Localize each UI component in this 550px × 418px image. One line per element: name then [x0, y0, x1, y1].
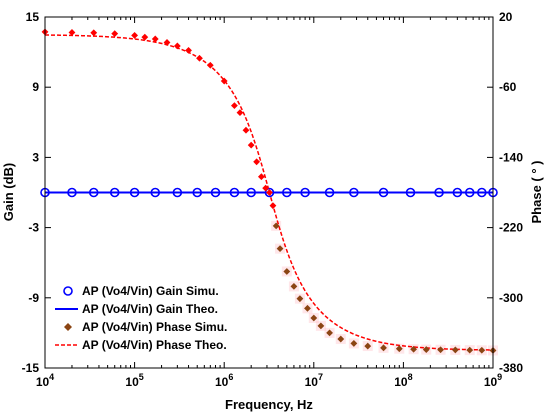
- phase-simu-point: [253, 158, 261, 166]
- y-right-tick-label: 20: [499, 10, 513, 24]
- gain-simu-point: [405, 187, 416, 198]
- gain-simu-point: [300, 187, 310, 198]
- phase-simu-point: [326, 329, 333, 337]
- y-left-tick-label: -9: [28, 291, 39, 305]
- phase-simu-point: [364, 342, 372, 350]
- phase-simu-point: [68, 29, 76, 36]
- x-tick-label: 108: [394, 372, 412, 389]
- phase-simu-point: [131, 32, 138, 39]
- phase-simu-point: [380, 344, 387, 352]
- x-tick-label: 106: [215, 372, 233, 389]
- phase-simu-point: [478, 346, 486, 354]
- gain-simu-point: [452, 187, 463, 198]
- phase-simu-point: [163, 39, 171, 46]
- phase-simu-point: [266, 189, 273, 196]
- y-left-tick-label: 15: [26, 10, 40, 24]
- x-tick-label: 107: [305, 372, 323, 389]
- gain-simu-point: [150, 187, 161, 198]
- phase-simu-point: [151, 35, 159, 43]
- phase-simu-point: [283, 268, 291, 275]
- gain-simu-point: [210, 187, 221, 198]
- phase-simu-point: [310, 314, 318, 322]
- phase-simu-point: [247, 141, 255, 149]
- phase-simu-point: [262, 184, 270, 192]
- y-right-tick-label: -60: [499, 80, 517, 94]
- phase-theory-line: [44, 34, 494, 351]
- y-left-tick-label: -15: [22, 361, 40, 375]
- phase-simu-point: [185, 46, 192, 54]
- phase-simu-point: [141, 33, 149, 41]
- phase-simu-point: [395, 345, 403, 353]
- x-axis-title: Frequency, Hz: [225, 397, 313, 412]
- gain-simu-point: [282, 187, 292, 198]
- phase-simu-point: [242, 126, 250, 134]
- phase-simu-point: [422, 346, 430, 353]
- gain-simu-point: [464, 187, 475, 198]
- gain-simu-point: [378, 187, 389, 198]
- phase-simu-point: [196, 54, 203, 62]
- gain-simu-point: [229, 187, 240, 198]
- phase-simu-point: [290, 282, 298, 290]
- x-tick-label: 105: [125, 372, 143, 389]
- gain-simu-point: [192, 187, 203, 198]
- gain-simu-point: [264, 187, 275, 198]
- legend-entry-phase-theo: AP (Vo4/Vin) Phase Theo.: [82, 338, 227, 352]
- phase-simu-point: [437, 346, 444, 354]
- phase-simu-point: [173, 42, 181, 50]
- y-axis-title-left: Gain (dB): [1, 163, 16, 222]
- phase-simu-point: [206, 61, 214, 69]
- phase-simu-point: [220, 77, 228, 85]
- phase-simu-point: [90, 29, 98, 37]
- phase-simu-point: [269, 202, 277, 210]
- plot-frame: [44, 16, 494, 369]
- y-right-tick-label: -220: [499, 221, 523, 235]
- gain-simu-point: [246, 187, 256, 198]
- phase-simu-point: [451, 346, 459, 354]
- x-tick-label: 104: [36, 372, 54, 389]
- legend-symbol-gain-simu: [63, 286, 73, 296]
- phase-simu-point: [236, 109, 244, 117]
- phase-simu-point: [337, 335, 345, 343]
- legend-entry-phase-simu: AP (Vo4/Vin) Phase Simu.: [82, 320, 227, 334]
- gain-simu-point: [129, 187, 140, 198]
- y-axis-title-right: Phase ( ° ): [529, 161, 544, 224]
- gain-simu-point: [67, 187, 77, 198]
- phase-simu-point: [272, 222, 280, 230]
- legend-entry-gain-simu: AP (Vo4/Vin) Gain Simu.: [82, 284, 219, 298]
- phase-simu-point: [304, 304, 311, 312]
- gain-simu-point: [349, 187, 359, 198]
- gain-simu-point: [172, 187, 183, 198]
- phase-simu-point: [350, 340, 358, 347]
- phase-simu-point: [410, 345, 418, 353]
- legend-symbol-phase-simu: [64, 323, 72, 331]
- gain-simu-point: [324, 187, 335, 198]
- y-left-tick-label: -3: [28, 221, 39, 235]
- phase-simu-point: [466, 346, 474, 354]
- phase-simu-point: [111, 30, 119, 38]
- tick-layer: 104 105 106 107 108 109 15 9 3 -3 -9 -15 20 -60 -140 -2…: [22, 10, 524, 389]
- y-right-tick-label: -140: [499, 150, 523, 164]
- legend: AP (Vo4/Vin) Gain Simu. AP (Vo4/Vin) Gai…: [55, 284, 227, 352]
- phase-simu-point: [231, 102, 238, 110]
- y-left-tick-label: 3: [32, 150, 39, 164]
- gain-simu-point: [477, 187, 487, 198]
- phase-simu-point: [317, 322, 325, 330]
- y-right-tick-label: -380: [499, 361, 523, 375]
- gain-simu-point: [109, 187, 120, 198]
- phase-simu-point: [296, 295, 304, 303]
- phase-simu-point: [257, 173, 265, 181]
- gain-simu-point: [434, 187, 444, 198]
- x-tick-label: 109: [484, 372, 502, 389]
- phase-simu-point: [276, 245, 284, 253]
- gain-simu-point: [88, 187, 99, 198]
- y-right-tick-label: -300: [499, 291, 523, 305]
- y-left-tick-label: 9: [32, 80, 39, 94]
- legend-entry-gain-theo: AP (Vo4/Vin) Gain Theo.: [82, 302, 218, 316]
